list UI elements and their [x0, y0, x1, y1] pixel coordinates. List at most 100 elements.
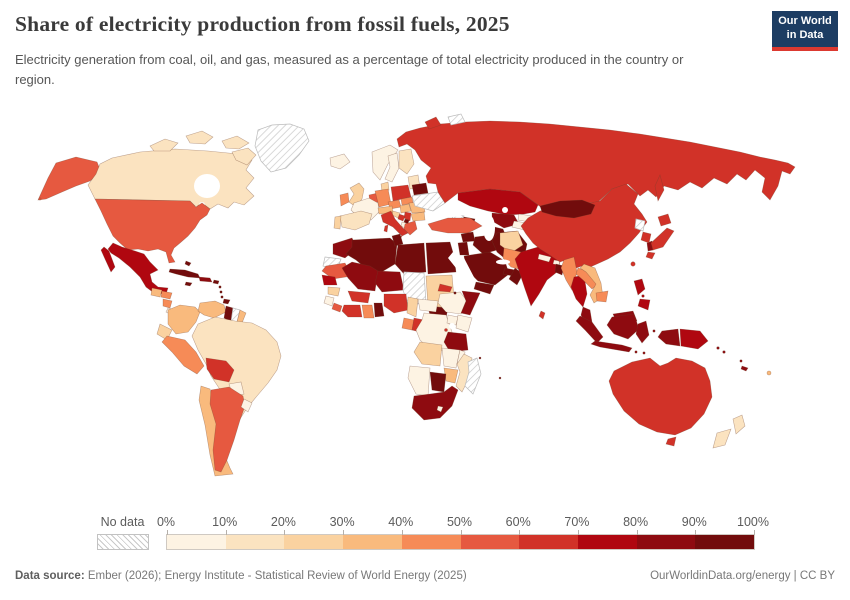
country-bolivia[interactable]: [205, 357, 235, 383]
country-antilles[interactable]: [220, 295, 224, 299]
country-luzon[interactable]: [633, 278, 646, 296]
country-united-states[interactable]: [94, 198, 211, 264]
country-liberia[interactable]: [331, 302, 343, 313]
country-angola[interactable]: [413, 341, 443, 367]
country-new-caledonia[interactable]: [740, 365, 749, 372]
country-puerto-rico[interactable]: [212, 279, 220, 285]
country-madagascar[interactable]: [464, 357, 482, 395]
country-mexico-baja[interactable]: [100, 246, 116, 273]
country-solomon-islands[interactable]: [722, 350, 726, 354]
country-cambodia[interactable]: [595, 290, 609, 303]
country-nz-south[interactable]: [712, 428, 732, 449]
country-botswana[interactable]: [429, 371, 447, 393]
country-trinidad[interactable]: [222, 298, 231, 305]
country-poland[interactable]: [390, 184, 412, 202]
country-comoros[interactable]: [478, 356, 482, 360]
country-senegal[interactable]: [321, 274, 338, 286]
country-djibouti[interactable]: [453, 291, 457, 295]
country-tunisia[interactable]: [391, 233, 404, 247]
country-mexico[interactable]: [107, 242, 169, 295]
country-ivory-coast[interactable]: [341, 304, 363, 318]
country-ireland[interactable]: [339, 192, 350, 207]
country-nepal[interactable]: [537, 253, 552, 263]
country-niger[interactable]: [374, 270, 405, 293]
country-libya[interactable]: [394, 242, 427, 275]
footer-link[interactable]: OurWorldinData.org/energy | CC BY: [650, 570, 835, 582]
country-java[interactable]: [590, 340, 633, 353]
country-hokkaido[interactable]: [657, 213, 672, 227]
country-lesser-sunda[interactable]: [642, 351, 646, 355]
legend-cell[interactable]: [401, 535, 461, 549]
country-afghanistan[interactable]: [499, 230, 524, 254]
country-spain[interactable]: [339, 210, 373, 231]
country-russia[interactable]: [396, 120, 796, 211]
country-sri-lanka[interactable]: [538, 310, 546, 320]
country-dominican-republic[interactable]: [198, 276, 213, 283]
country-ethiopia[interactable]: [437, 291, 469, 315]
country-zambia[interactable]: [441, 347, 461, 369]
country-kyushu[interactable]: [645, 251, 656, 260]
country-belarus[interactable]: [411, 182, 429, 196]
country-italy[interactable]: [380, 210, 409, 237]
country-finland[interactable]: [398, 148, 415, 175]
country-yemen[interactable]: [473, 281, 495, 295]
country-jamaica[interactable]: [184, 281, 193, 287]
country-vanuatu[interactable]: [739, 359, 743, 363]
country-sweden[interactable]: [384, 152, 400, 183]
legend-cell[interactable]: [636, 535, 696, 549]
country-lesotho[interactable]: [436, 405, 444, 413]
country-svalbard[interactable]: [447, 113, 466, 126]
country-solomon-islands[interactable]: [716, 346, 720, 350]
country-cuba[interactable]: [168, 268, 201, 279]
world-map[interactable]: [0, 100, 850, 520]
legend-cell[interactable]: [577, 535, 637, 549]
country-jordan-israel[interactable]: [457, 241, 470, 256]
country-canada-island[interactable]: [231, 147, 257, 166]
country-canada-island[interactable]: [185, 130, 214, 145]
country-greece[interactable]: [403, 220, 418, 236]
country-nicaragua[interactable]: [162, 298, 173, 309]
country-hungary[interactable]: [399, 203, 412, 214]
country-guinea[interactable]: [327, 286, 341, 297]
owid-logo[interactable]: Our World in Data: [772, 11, 838, 51]
country-fiji[interactable]: [766, 370, 772, 376]
country-moluccas[interactable]: [652, 329, 656, 333]
country-bosnia[interactable]: [397, 213, 406, 222]
country-south-africa[interactable]: [411, 385, 459, 421]
country-greenland[interactable]: [254, 123, 310, 173]
country-uganda[interactable]: [446, 314, 459, 326]
country-north-korea[interactable]: [634, 218, 646, 232]
country-benin-togo[interactable]: [373, 302, 385, 318]
country-lesser-sunda[interactable]: [634, 350, 638, 354]
country-sulawesi[interactable]: [635, 320, 650, 344]
country-iceland[interactable]: [329, 153, 351, 170]
country-croatia[interactable]: [391, 210, 401, 219]
country-mauritius[interactable]: [498, 376, 502, 380]
country-bahamas[interactable]: [184, 260, 192, 267]
country-colombia[interactable]: [167, 304, 201, 335]
country-antilles[interactable]: [218, 285, 222, 289]
country-papua-new-guinea[interactable]: [679, 328, 709, 350]
country-tasmania[interactable]: [665, 436, 677, 447]
country-honshu[interactable]: [650, 227, 675, 251]
legend-no-data-swatch[interactable]: [97, 534, 149, 550]
country-namibia[interactable]: [407, 365, 431, 397]
country-somalia[interactable]: [460, 290, 481, 316]
country-uruguay[interactable]: [240, 398, 253, 413]
country-mongolia[interactable]: [539, 199, 596, 219]
country-burkina-faso[interactable]: [347, 290, 371, 304]
country-mali[interactable]: [341, 261, 379, 292]
country-nz-north[interactable]: [732, 414, 746, 435]
country-eritrea[interactable]: [437, 283, 453, 293]
country-norway[interactable]: [371, 144, 399, 181]
legend-cell[interactable]: [519, 535, 578, 549]
legend-cell[interactable]: [284, 535, 344, 549]
country-novaya-zemlya[interactable]: [424, 116, 442, 130]
country-cameroon[interactable]: [406, 296, 419, 318]
country-argentina[interactable]: [209, 386, 246, 473]
country-alaska[interactable]: [37, 156, 102, 201]
country-australia[interactable]: [608, 357, 713, 436]
country-guatemala[interactable]: [150, 287, 163, 298]
country-bulgaria[interactable]: [410, 211, 426, 222]
country-nigeria[interactable]: [383, 293, 409, 314]
